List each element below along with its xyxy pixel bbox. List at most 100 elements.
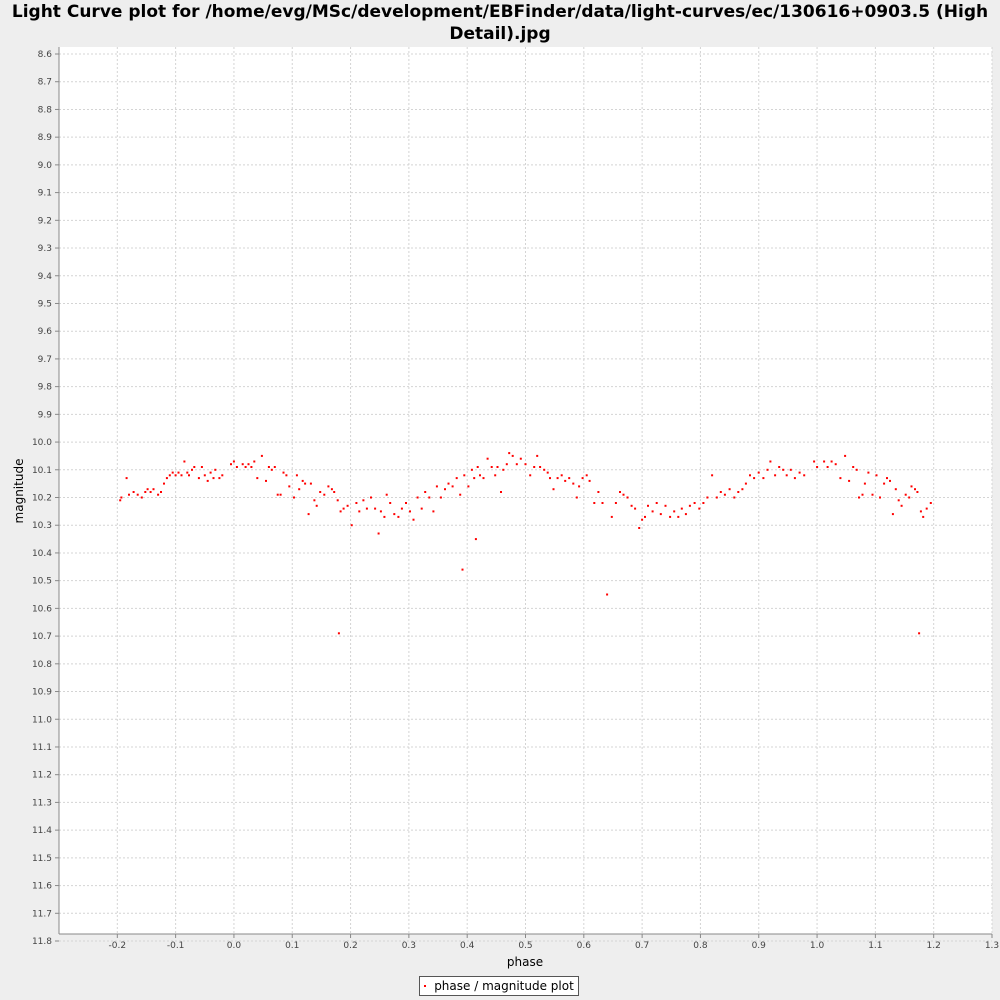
data-point (601, 502, 604, 504)
data-point (680, 507, 683, 510)
data-point (232, 460, 235, 463)
y-tick-label: 10.3 (32, 521, 52, 531)
x-tick-label: 0.2 (343, 941, 357, 951)
data-point (496, 466, 499, 468)
data-point (706, 496, 709, 499)
data-point (626, 496, 629, 499)
data-point (922, 515, 925, 518)
legend-marker-icon (424, 985, 427, 987)
data-point (212, 477, 215, 480)
data-point (270, 468, 273, 471)
data-point (500, 491, 502, 493)
data-point (355, 502, 358, 504)
data-point (412, 518, 415, 521)
data-point (125, 477, 128, 480)
x-tick-label: 1.1 (868, 941, 882, 951)
x-tick-label: 0.5 (518, 941, 532, 951)
data-point (330, 488, 333, 491)
data-point (916, 491, 919, 493)
data-point (209, 471, 212, 474)
data-point (524, 463, 527, 466)
data-point (276, 493, 279, 496)
data-point (622, 493, 625, 496)
data-point (474, 538, 477, 541)
data-point (165, 477, 168, 480)
data-point (886, 477, 888, 480)
data-point (929, 502, 932, 504)
data-point (844, 454, 847, 457)
data-point (684, 513, 687, 516)
data-point (494, 474, 497, 477)
data-point (733, 496, 736, 499)
data-point (203, 474, 206, 477)
data-point (377, 532, 380, 535)
data-point (723, 493, 726, 496)
data-point (230, 463, 232, 466)
data-point (416, 496, 419, 499)
data-point (757, 471, 760, 474)
data-point (897, 499, 900, 502)
y-tick-label: 10.4 (32, 549, 52, 559)
data-point (400, 507, 403, 510)
data-point (651, 510, 654, 513)
data-point (432, 510, 435, 513)
data-point (379, 510, 382, 513)
x-tick-label: -0.1 (167, 941, 185, 951)
data-point (191, 468, 193, 471)
data-point (606, 593, 609, 596)
data-point (834, 463, 837, 466)
data-point (183, 460, 186, 463)
data-point (409, 510, 411, 513)
data-point (295, 474, 298, 477)
data-point (533, 466, 536, 468)
data-point (282, 471, 285, 474)
data-point (315, 504, 318, 507)
data-point (715, 496, 718, 499)
data-point (188, 474, 190, 477)
data-point (741, 488, 744, 491)
data-point (428, 496, 431, 499)
data-point (235, 466, 238, 468)
data-point (473, 477, 476, 480)
grid-lines (59, 47, 993, 942)
x-tick-label: 0.7 (635, 941, 649, 951)
data-point (914, 488, 916, 491)
y-tick-label: 11.2 (32, 771, 52, 781)
data-point (519, 457, 522, 460)
data-point (614, 502, 617, 504)
data-point (149, 491, 152, 493)
data-point (816, 466, 819, 468)
x-tick-label: 1.3 (985, 941, 999, 951)
data-point (206, 479, 209, 482)
data-point (919, 510, 922, 513)
data-point (221, 474, 224, 477)
legend: phase / magnitude plot (419, 976, 579, 996)
data-point (798, 471, 801, 474)
data-point (702, 502, 705, 504)
chart-title-line-2: Detail).jpg (449, 24, 551, 44)
data-point (647, 504, 649, 507)
data-point (515, 463, 518, 466)
x-axis-label: phase (507, 955, 543, 969)
data-point (789, 468, 792, 471)
data-point (900, 504, 903, 507)
x-tick-label: 0.1 (285, 941, 299, 951)
data-point (839, 477, 842, 480)
data-point (459, 493, 462, 496)
y-tick-label: 9.1 (38, 189, 52, 199)
y-tick-label: 11.1 (32, 743, 52, 753)
data-point (346, 504, 349, 507)
data-point (293, 496, 295, 499)
data-point (564, 479, 567, 482)
x-tick-label: 0.4 (460, 941, 475, 951)
data-point (782, 468, 785, 471)
data-point (144, 491, 147, 493)
data-point (669, 515, 672, 518)
data-point (265, 479, 267, 482)
y-tick-label: 9.5 (38, 299, 52, 309)
data-points (119, 452, 932, 635)
data-point (863, 482, 866, 485)
data-point (769, 460, 772, 463)
y-tick-label: 8.6 (38, 50, 53, 60)
data-point (374, 507, 377, 510)
